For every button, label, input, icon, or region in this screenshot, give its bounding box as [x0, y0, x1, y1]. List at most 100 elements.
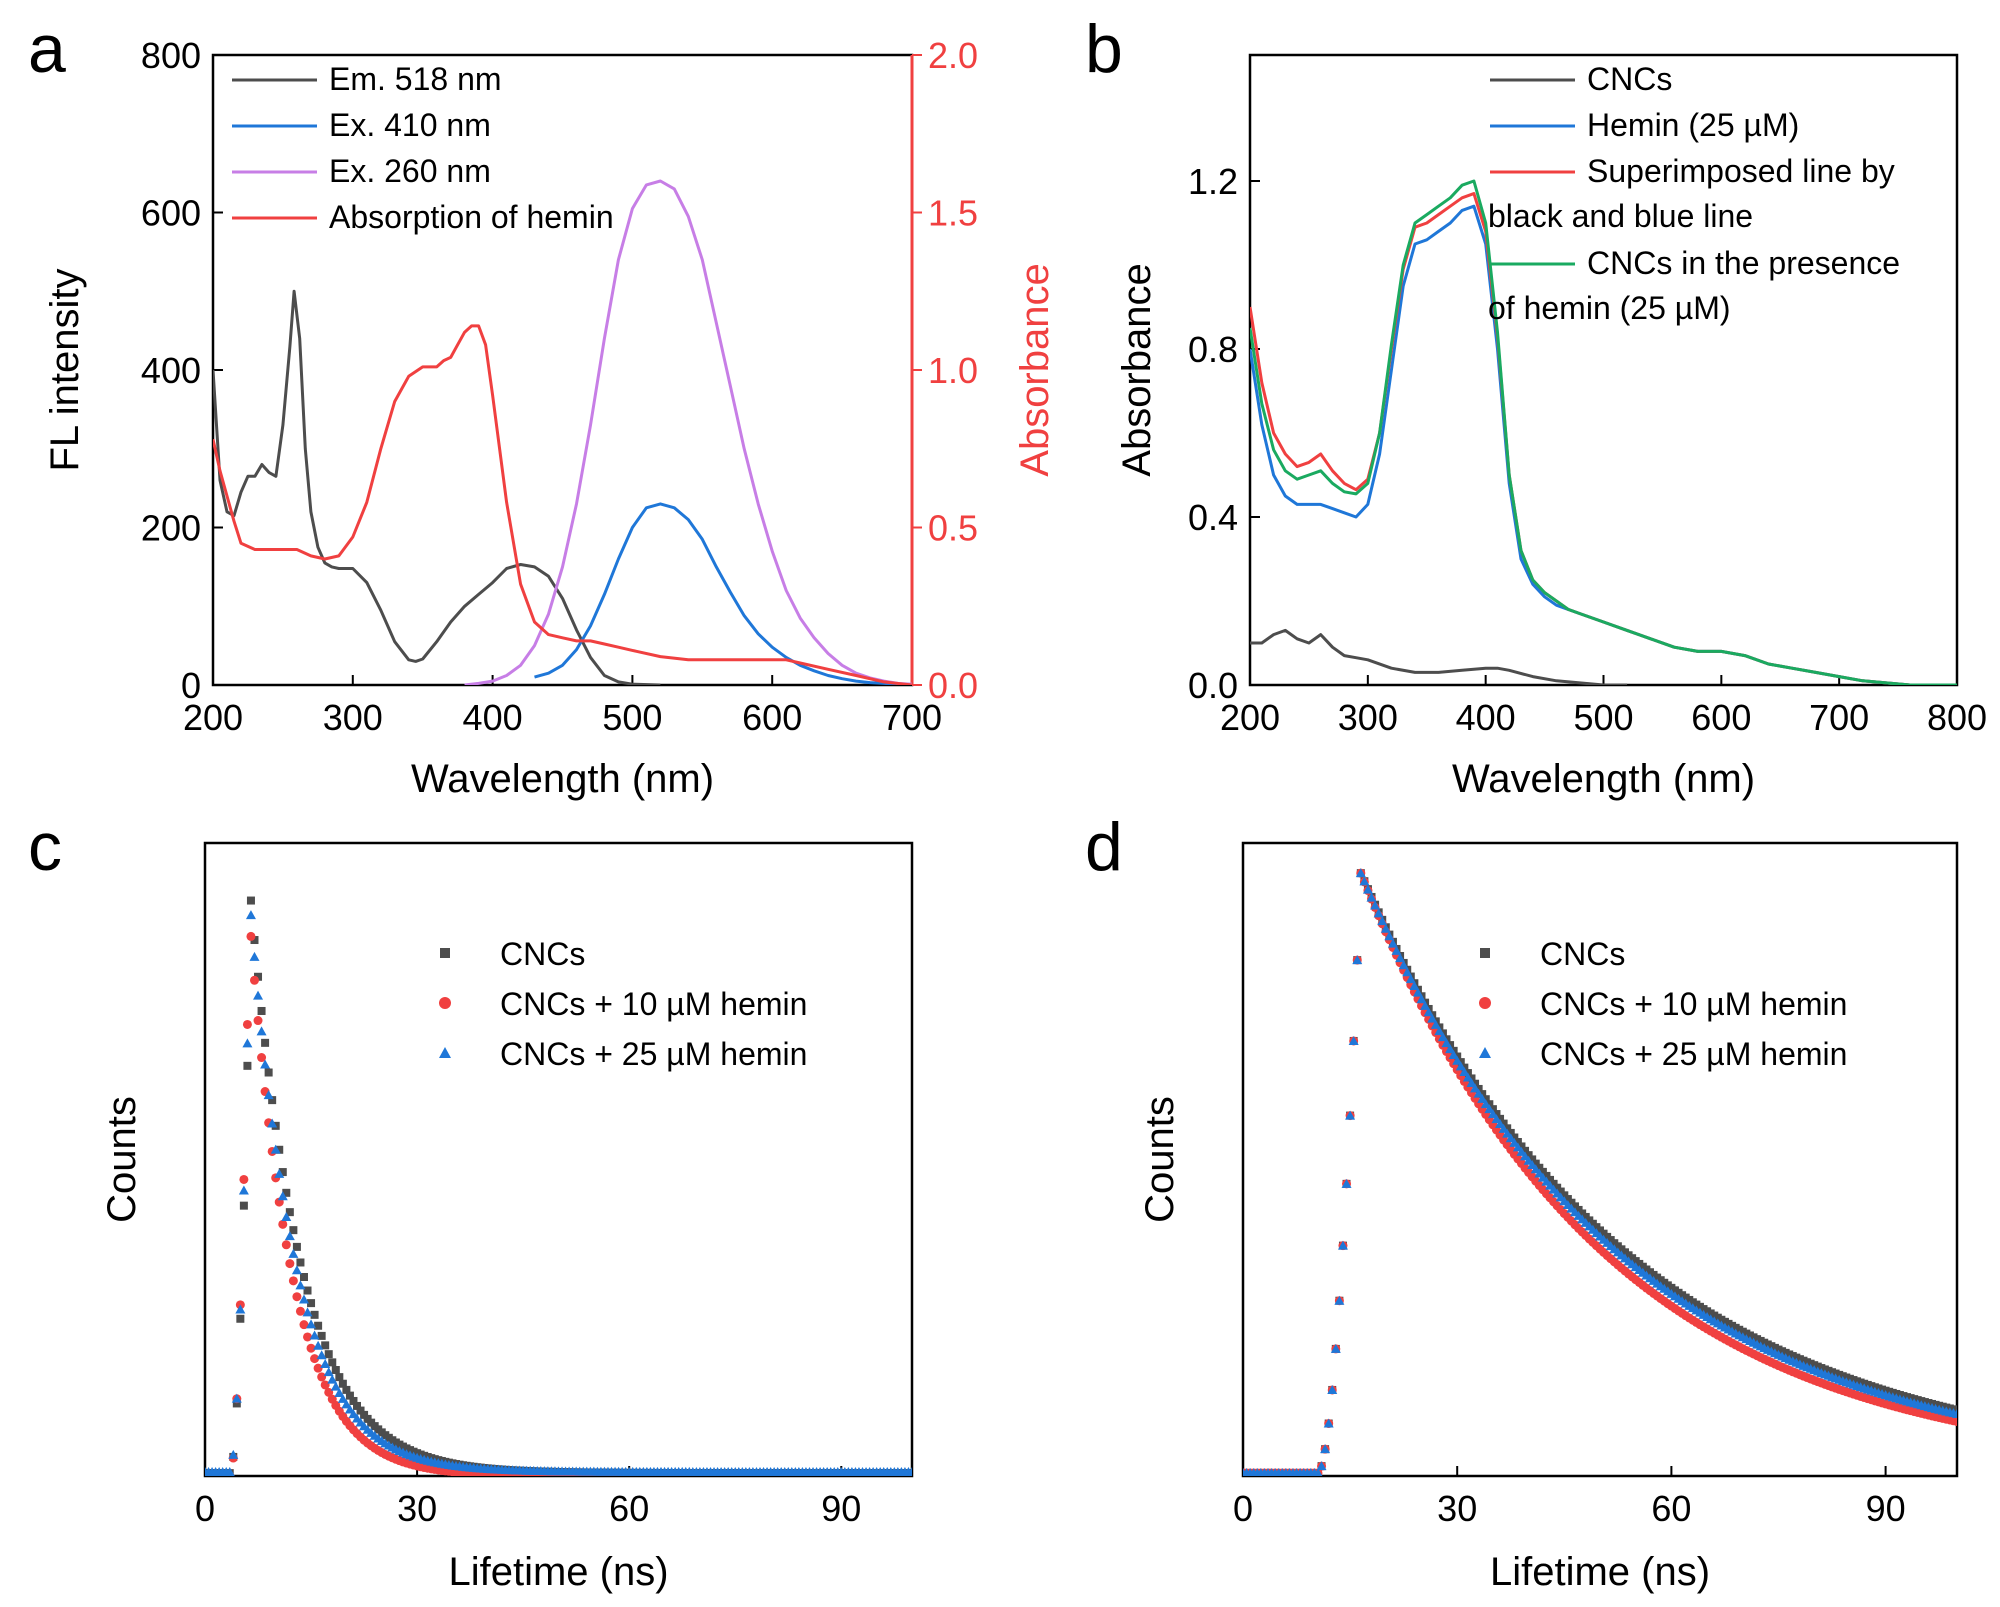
y-tick-label: 0.8	[1188, 329, 1238, 370]
point-2	[330, 1381, 341, 1391]
point-1	[278, 1219, 288, 1229]
point-1	[317, 1372, 327, 1382]
y-tick-label: 0	[181, 665, 201, 706]
x-axis-label: Lifetime (ns)	[1490, 1550, 1710, 1594]
point-2	[1437, 1032, 1448, 1042]
panel-label: c	[28, 809, 62, 885]
point-2	[1337, 1240, 1348, 1250]
plot-area	[213, 179, 912, 685]
legend-label-0: CNCs	[1540, 936, 1625, 972]
point-2	[1466, 1077, 1477, 1087]
point-2	[1398, 960, 1409, 970]
x-tick-label: 60	[1651, 1488, 1691, 1529]
point-2	[313, 1340, 324, 1350]
point-2	[1423, 1007, 1434, 1017]
point-2	[1448, 1049, 1459, 1059]
point-2	[274, 1168, 285, 1178]
y-tick-label: 0.0	[1188, 665, 1238, 706]
x-axis-label: Wavelength (nm)	[411, 757, 714, 801]
point-2	[1409, 980, 1420, 990]
point-2	[298, 1294, 309, 1304]
point-1	[285, 1259, 295, 1269]
point-2	[1455, 1061, 1466, 1071]
legend-marker-2	[1479, 1047, 1491, 1058]
point-0	[1492, 1110, 1501, 1119]
point-2	[291, 1265, 302, 1275]
point-2	[316, 1350, 327, 1360]
point-2	[1316, 1461, 1327, 1471]
point-0	[345, 1391, 354, 1400]
x-tick-label: 700	[882, 697, 942, 738]
point-0	[1506, 1128, 1515, 1137]
y-axis-label: FL intensity	[43, 268, 87, 471]
legend-label-1: CNCs + 10 µM hemin	[1540, 986, 1847, 1022]
point-0	[307, 1299, 316, 1308]
legend-label-2: CNCs + 25 µM hemin	[1540, 1036, 1847, 1072]
point-2	[253, 990, 264, 1000]
point-0	[1538, 1167, 1547, 1176]
point-2	[1377, 916, 1388, 926]
point-0	[1524, 1151, 1533, 1160]
x-axis-label: Lifetime (ns)	[448, 1550, 668, 1594]
point-0	[278, 1168, 287, 1177]
point-2	[907, 1466, 912, 1476]
plot-frame	[211, 53, 914, 687]
legend: CNCs CNCs + 10 µM hemin CNCs + 25 µM hemin	[439, 936, 807, 1072]
y2-tick-label: 2.0	[928, 35, 978, 76]
x-tick-label: 300	[1338, 697, 1398, 738]
point-2	[295, 1280, 306, 1290]
point-1	[253, 1016, 263, 1026]
point-0	[338, 1379, 347, 1388]
point-1	[292, 1292, 302, 1302]
point-2	[256, 1026, 267, 1036]
point-0	[1496, 1114, 1505, 1123]
point-2	[1459, 1067, 1470, 1077]
point-0	[356, 1406, 365, 1415]
y-axis-label: Counts	[1138, 1096, 1182, 1223]
point-2	[1345, 1110, 1356, 1120]
legend-label-0: Em. 518 nm	[329, 61, 502, 97]
point-2	[1366, 892, 1377, 902]
point-0	[285, 1208, 294, 1217]
point-2	[1384, 931, 1395, 941]
point-2	[341, 1399, 352, 1409]
plot-area	[1250, 179, 1957, 685]
x-tick-label: 0	[195, 1488, 215, 1529]
point-0	[250, 936, 259, 945]
point-2	[1341, 1178, 1352, 1188]
point-0	[1503, 1124, 1512, 1133]
point-2	[231, 1393, 242, 1403]
point-0	[1528, 1155, 1537, 1164]
y2-tick-label: 0.0	[928, 665, 978, 706]
x-tick-label: 700	[1809, 697, 1869, 738]
legend-label-1: Hemin (25 µM)	[1587, 107, 1799, 143]
point-0	[321, 1341, 330, 1350]
x-tick-label: 600	[1691, 697, 1751, 738]
point-0	[1517, 1142, 1526, 1151]
point-0	[1488, 1105, 1497, 1114]
x-tick-label: 0	[1233, 1488, 1253, 1529]
point-2	[1380, 923, 1391, 933]
y2-tick-label: 1.0	[928, 350, 978, 391]
point-0	[1513, 1138, 1522, 1147]
point-2	[1441, 1038, 1452, 1048]
point-2	[249, 951, 260, 961]
x-tick-label: 300	[323, 697, 383, 738]
point-1	[246, 931, 256, 941]
series-line-3	[1250, 179, 1957, 685]
x-tick-label: 200	[1220, 697, 1280, 738]
legend-label-2: CNCs + 25 µM hemin	[500, 1036, 807, 1072]
point-2	[1473, 1088, 1484, 1098]
point-2	[281, 1212, 292, 1222]
point-0	[335, 1373, 344, 1382]
point-0	[275, 1145, 284, 1154]
point-0	[353, 1401, 362, 1410]
point-2	[337, 1393, 348, 1403]
point-2	[1416, 994, 1427, 1004]
panel-b: b 200 300 400 500 600 700 800 Wavelength (nm) 0.0…	[1085, 11, 1987, 801]
point-0	[324, 1350, 333, 1359]
point-2	[1334, 1295, 1345, 1305]
point-0	[1521, 1146, 1530, 1155]
y-axis-label: Counts	[100, 1096, 144, 1223]
